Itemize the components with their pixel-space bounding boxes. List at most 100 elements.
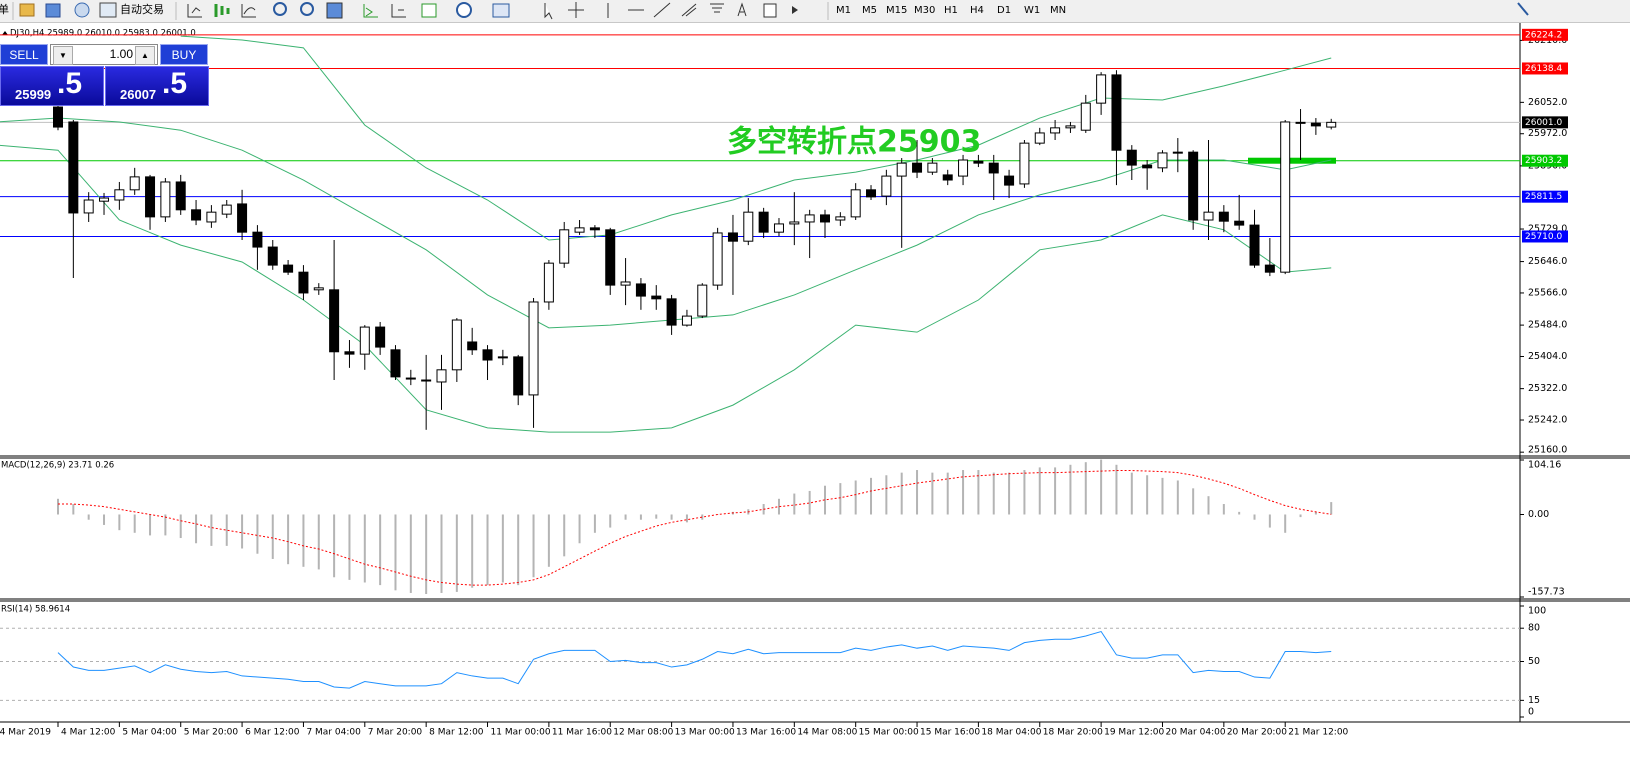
candle-body: [743, 211, 754, 242]
icon[interactable]: [74, 2, 90, 18]
ask-box[interactable]: 26007 .5: [105, 66, 209, 106]
lots-field[interactable]: ▼ 1.00 ▲: [50, 44, 158, 65]
timeframe-button[interactable]: D1: [997, 5, 1011, 16]
candle-body: [1218, 211, 1229, 222]
macd-bar: [777, 498, 780, 515]
macd-bar: [839, 483, 842, 515]
channel[interactable]: [681, 3, 697, 17]
macd-bar: [195, 514, 198, 544]
candle-body: [681, 315, 692, 326]
candle-body: [758, 211, 769, 233]
macd-bar: [1314, 511, 1317, 515]
candle-body: [1264, 264, 1275, 273]
x-tick-label: 4 Mar 12:00: [61, 728, 116, 738]
macd-bar: [824, 485, 826, 515]
candle-body: [513, 356, 524, 396]
candle-body: [574, 227, 585, 233]
auto-trade-icon[interactable]: [99, 2, 117, 18]
annotation: 多空转折点25903: [727, 125, 981, 160]
icon[interactable]: [241, 4, 256, 18]
candle-body: [835, 216, 846, 221]
level-label: 26001.0: [1525, 118, 1562, 128]
x-tick-label: 5 Mar 20:00: [184, 728, 239, 738]
text-tool[interactable]: [737, 2, 747, 17]
candle-body: [912, 162, 923, 173]
lots-value[interactable]: 1.00: [109, 47, 133, 61]
icon[interactable]: [492, 3, 510, 18]
bid-box[interactable]: 25999 .5: [0, 66, 104, 106]
candle-body: [589, 227, 600, 231]
trendline[interactable]: [653, 2, 671, 18]
macd-bar: [532, 514, 535, 578]
crosshair[interactable]: [568, 2, 584, 18]
timeframe-button[interactable]: H1: [944, 5, 958, 16]
candle-body: [635, 283, 646, 297]
x-tick-label: 5 Mar 04:00: [122, 728, 177, 738]
icon[interactable]: [363, 4, 378, 18]
timeframe-button[interactable]: H4: [970, 5, 984, 16]
spin-down[interactable]: ▼: [53, 46, 73, 65]
arrows-tool[interactable]: [792, 6, 798, 14]
candle-body: [927, 162, 938, 173]
icon[interactable]: [45, 3, 61, 18]
chart-window: DJ30,H4 25989.0 26010.0 25983.0 26001.0 2…: [0, 23, 1630, 772]
macd-bar: [348, 514, 351, 580]
spin-up[interactable]: ▲: [135, 46, 155, 65]
candle-body: [482, 349, 493, 361]
timeframe-button[interactable]: MN: [1050, 5, 1066, 16]
icon[interactable]: [19, 3, 35, 17]
timeframe-button[interactable]: M15: [886, 5, 907, 16]
icon[interactable]: [214, 4, 230, 17]
macd-bar: [1176, 480, 1179, 515]
x-tick-label: 11 Mar 00:00: [491, 728, 551, 738]
label-tool[interactable]: [763, 3, 777, 18]
level-marker: [1248, 157, 1336, 164]
candle-body: [727, 232, 738, 242]
candle-body: [1019, 142, 1030, 185]
macd-bar: [363, 514, 366, 583]
macd-bar: [916, 470, 919, 515]
fibo[interactable]: [710, 3, 724, 13]
macd-bar: [854, 480, 857, 515]
x-tick-label: 15 Mar 16:00: [920, 728, 980, 738]
buy-button[interactable]: BUY: [160, 44, 208, 65]
icon[interactable]: [456, 2, 472, 18]
toolbar: 单 自动交易 M1 M5 M15 M30 H1 H4 D1 W1 MN: [0, 0, 1630, 23]
timeframe-button[interactable]: W1: [1024, 5, 1040, 16]
candle-body: [881, 175, 892, 197]
candle-body: [804, 214, 815, 223]
macd-bar: [455, 514, 458, 592]
x-tick-label: 8 Mar 12:00: [429, 728, 484, 738]
rsi-line: [57, 630, 1332, 689]
candle-body: [283, 264, 294, 273]
candle-body: [1157, 152, 1168, 169]
timeframe-button[interactable]: M5: [862, 5, 877, 16]
level-tag: [1522, 154, 1568, 167]
y-tick-label: 25729.0: [1528, 224, 1567, 235]
timeframe-button[interactable]: M30: [914, 5, 935, 16]
icon[interactable]: [1517, 2, 1529, 16]
icon[interactable]: [391, 4, 406, 18]
timeframe-button[interactable]: M1: [836, 5, 851, 16]
auto-trade[interactable]: 自动交易: [120, 2, 164, 16]
icon[interactable]: [187, 4, 202, 18]
x-tick-label: 4 Mar 2019: [0, 728, 51, 738]
cursor[interactable]: [544, 3, 553, 20]
icon[interactable]: [326, 2, 343, 19]
candle-body: [1111, 74, 1122, 151]
candle-body: [1004, 175, 1015, 186]
x-tick-label: 20 Mar 20:00: [1227, 728, 1287, 738]
sell-button[interactable]: SELL: [0, 44, 48, 65]
indicator-title: MACD(12,26,9) 23.71 0.26: [1, 461, 114, 471]
indicator-title: RSI(14) 58.9614: [1, 605, 70, 615]
zoom-out[interactable]: [300, 2, 314, 16]
x-tick-label: 19 Mar 12:00: [1104, 728, 1164, 738]
macd-bar: [1023, 470, 1026, 515]
macd-bar: [1253, 514, 1256, 520]
icon[interactable]: [421, 3, 437, 18]
candle-body: [896, 162, 907, 177]
zoom-in[interactable]: [273, 2, 287, 16]
macd-bar: [977, 470, 980, 515]
y-tick-label: 26052.0: [1528, 97, 1567, 108]
